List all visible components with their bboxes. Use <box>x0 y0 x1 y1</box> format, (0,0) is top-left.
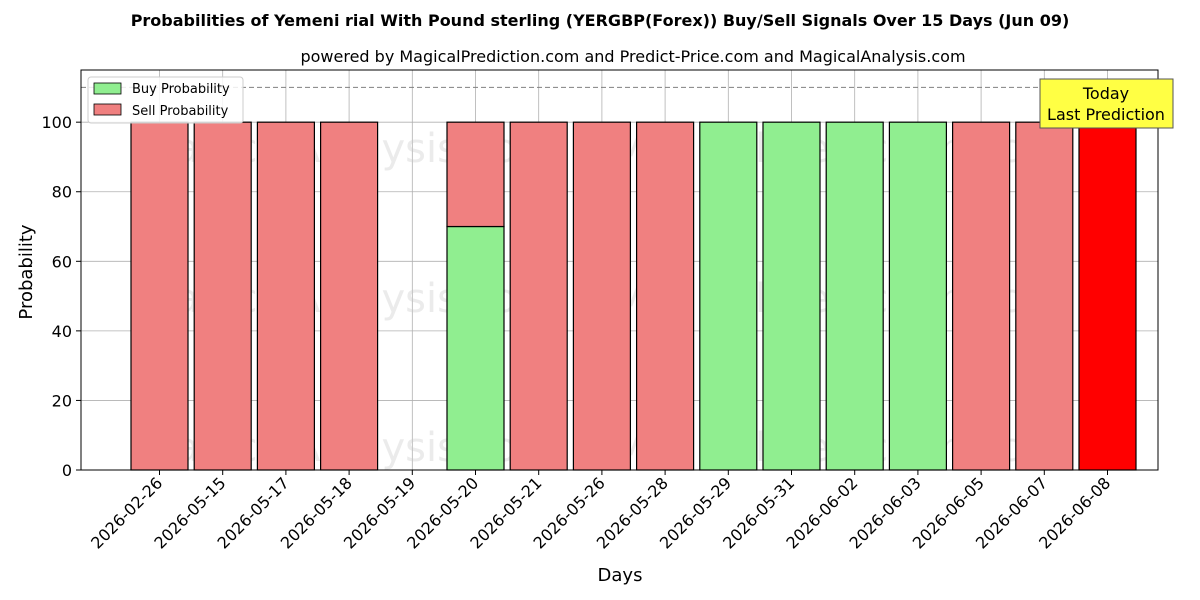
y-axis-label: Probability <box>16 224 37 319</box>
bar-sell <box>130 121 189 471</box>
annotation-box <box>1039 78 1174 129</box>
x-axis-ticks: 2026-02-262026-05-152026-05-172026-05-18… <box>87 470 1114 553</box>
bar-sell <box>256 121 315 471</box>
annotation-last-prediction: Last Prediction <box>1047 105 1165 124</box>
legend: Buy Probability Sell Probability <box>87 76 244 124</box>
today-annotation: Today Last Prediction <box>1039 78 1174 129</box>
bar-sell <box>509 121 568 471</box>
bar-sell <box>193 121 252 471</box>
y-tick-label: 0 <box>62 461 72 480</box>
bars <box>130 121 1137 471</box>
y-tick-label: 20 <box>52 391 72 410</box>
bar-buy <box>699 121 758 471</box>
legend-swatch-buy <box>93 82 122 95</box>
x-axis-label: Days <box>598 565 643 586</box>
chart-title: Probabilities of Yemeni rial With Pound … <box>131 11 1070 30</box>
legend-swatch-sell <box>93 103 122 116</box>
legend-box <box>87 76 244 124</box>
plot-frame <box>80 69 1159 471</box>
bar-sell <box>320 121 379 471</box>
legend-label-sell: Sell Probability <box>132 104 229 119</box>
chart-subtitle: powered by MagicalPrediction.com and Pre… <box>300 47 965 66</box>
y-tick-label: 60 <box>52 252 72 271</box>
bar-sell <box>951 121 1011 471</box>
y-tick-label: 80 <box>52 183 72 202</box>
y-tick-label: 40 <box>52 322 72 341</box>
bar-buy <box>762 121 821 471</box>
legend-label-buy: Buy Probability <box>132 82 230 97</box>
bar-buy <box>888 121 948 471</box>
y-tick-label: 100 <box>41 113 72 132</box>
annotation-today: Today <box>1082 84 1129 103</box>
bar-sell <box>572 121 632 471</box>
bar-buy <box>446 225 505 471</box>
bar-sell <box>446 121 505 228</box>
bar-sell <box>1015 121 1074 471</box>
bar-sell <box>1078 121 1137 471</box>
bar-buy <box>825 121 884 471</box>
y-axis-ticks: 0 20 40 60 80 100 <box>41 113 81 480</box>
bar-sell <box>635 121 695 471</box>
